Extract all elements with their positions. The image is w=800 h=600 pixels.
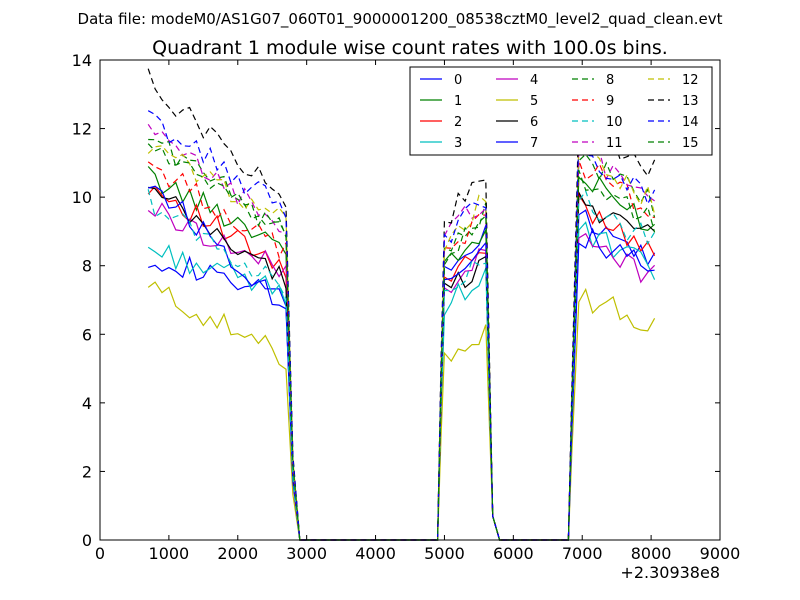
- y-tick-label: 2: [82, 462, 92, 481]
- legend-label: 15: [682, 136, 699, 151]
- legend-box: [409, 66, 713, 156]
- x-tick-label: 8000: [631, 544, 672, 563]
- legend-label: 13: [682, 94, 699, 109]
- x-tick-label: 2000: [217, 544, 258, 563]
- x-offset-label: +2.30938e8: [620, 563, 720, 582]
- plot-lines: [147, 68, 656, 541]
- y-tick-label: 10: [72, 188, 92, 207]
- y-tick-label: 6: [82, 325, 92, 344]
- series-line-5: [147, 281, 656, 541]
- legend-label: 11: [606, 136, 623, 151]
- x-tick-label: 3000: [286, 544, 327, 563]
- series-line-14: [147, 110, 656, 541]
- legend-label: 3: [454, 136, 462, 151]
- series-line-11: [147, 123, 655, 541]
- x-tick-label: 9000: [700, 544, 741, 563]
- legend-label: 10: [606, 115, 623, 130]
- y-tick-label: 0: [82, 531, 92, 550]
- legend-label: 6: [530, 115, 538, 130]
- x-tick-label: 5000: [424, 544, 465, 563]
- y-tick-label: 12: [72, 120, 92, 139]
- legend-label: 14: [682, 115, 699, 130]
- x-tick-label: 0: [95, 544, 105, 563]
- legend-label: 0: [454, 73, 462, 88]
- x-tick-label: 6000: [493, 544, 534, 563]
- x-axis: 0 1000 2000 3000 4000 5000 6000 7000 8000 9000: [95, 60, 740, 563]
- legend-label: 8: [606, 73, 614, 88]
- legend-label: 9: [606, 94, 614, 109]
- legend-label: 1: [454, 94, 462, 109]
- legend-label: 4: [530, 73, 538, 88]
- legend-label: 5: [530, 94, 538, 109]
- series-line-3: [147, 221, 656, 541]
- legend-label: 12: [682, 73, 699, 88]
- legend-label: 2: [454, 115, 462, 130]
- y-tick-label: 14: [72, 51, 92, 70]
- data-file-label: Data file: modeM0/AS1G07_060T01_90000012…: [78, 10, 723, 29]
- y-tick-label: 8: [82, 257, 92, 276]
- series-line-9: [147, 160, 655, 541]
- series-line-15: [147, 143, 656, 541]
- x-tick-label: 1000: [149, 544, 190, 563]
- legend-label: 7: [530, 136, 538, 151]
- chart-title: Quadrant 1 module wise count rates with …: [152, 37, 668, 59]
- plot-frame: [99, 59, 721, 541]
- x-tick-label: 4000: [355, 544, 396, 563]
- x-tick-label: 7000: [562, 544, 603, 563]
- y-tick-label: 4: [82, 394, 92, 413]
